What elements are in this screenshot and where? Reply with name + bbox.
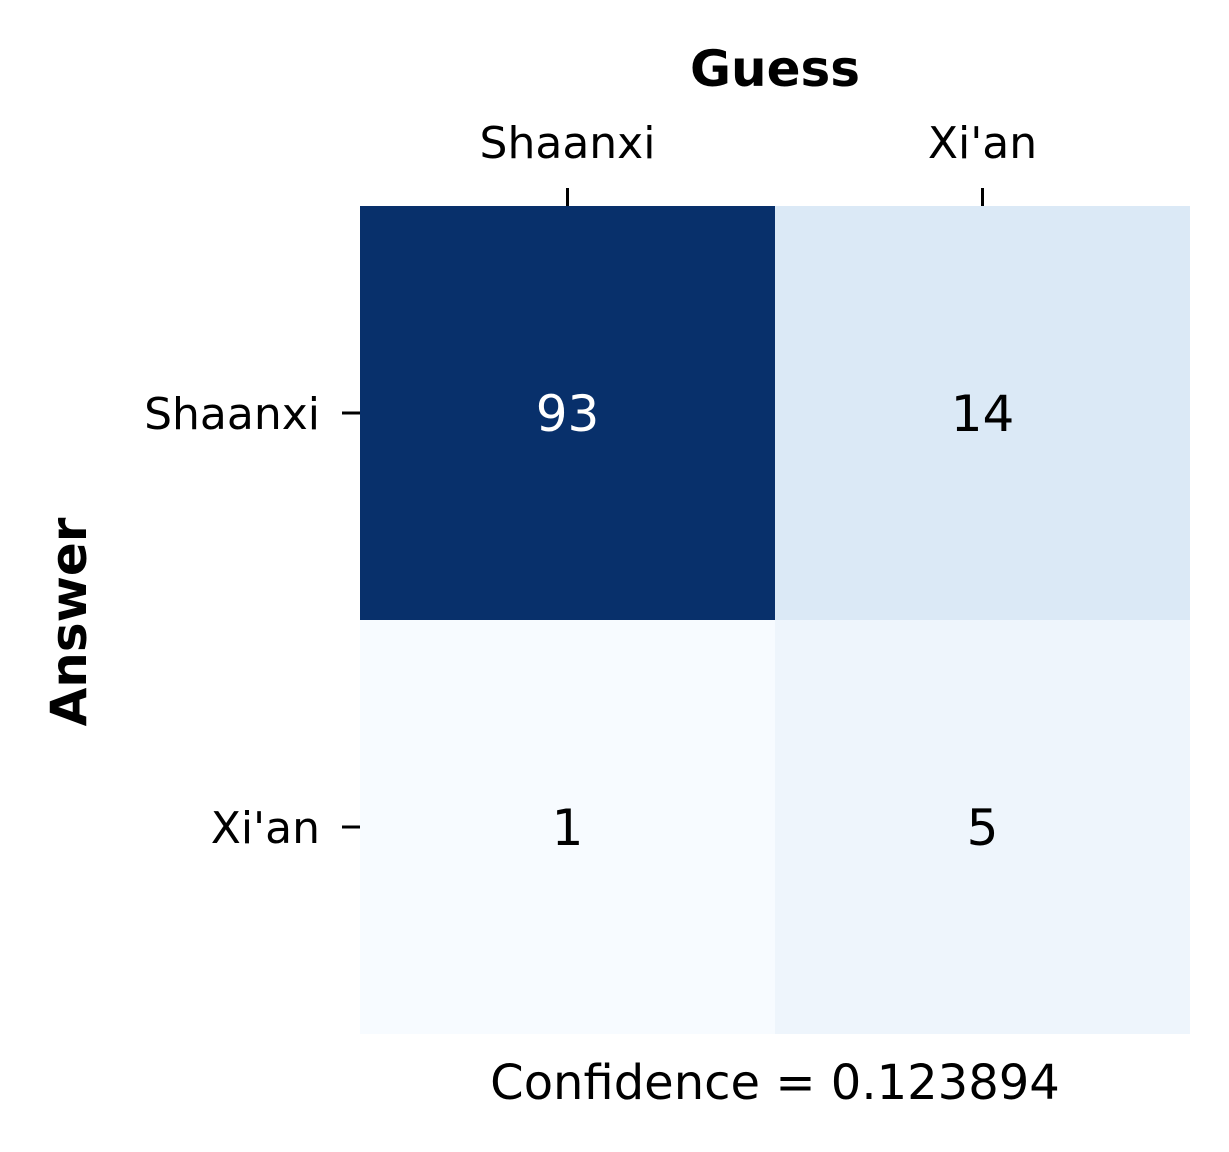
cell-value-label: 1: [552, 799, 584, 857]
heatmap-cell-labels: 93 14 1 5: [536, 385, 1015, 857]
x-tick-label: Shaanxi: [480, 118, 656, 169]
x-axis-ticks: Shaanxi Xi'an: [480, 118, 1037, 206]
y-axis-ticks: Shaanxi Xi'an: [144, 389, 360, 854]
cell-value-label: 14: [951, 385, 1015, 443]
y-axis-title: Answer: [40, 517, 98, 726]
heatmap-cell: [775, 620, 1190, 1034]
y-tick-label: Xi'an: [211, 803, 320, 854]
heatmap-cell: [360, 620, 775, 1034]
confidence-caption: Confidence = 0.123894: [490, 1055, 1060, 1111]
cell-value-label: 93: [536, 385, 600, 443]
x-tick-label: Xi'an: [928, 118, 1037, 169]
heatmap-cells: [360, 206, 1190, 1034]
heatmap-cell: [775, 206, 1190, 620]
x-axis-title: Guess: [690, 40, 860, 98]
cell-value-label: 5: [967, 799, 999, 857]
y-tick-label: Shaanxi: [144, 389, 320, 440]
heatmap-cell: [360, 206, 775, 620]
